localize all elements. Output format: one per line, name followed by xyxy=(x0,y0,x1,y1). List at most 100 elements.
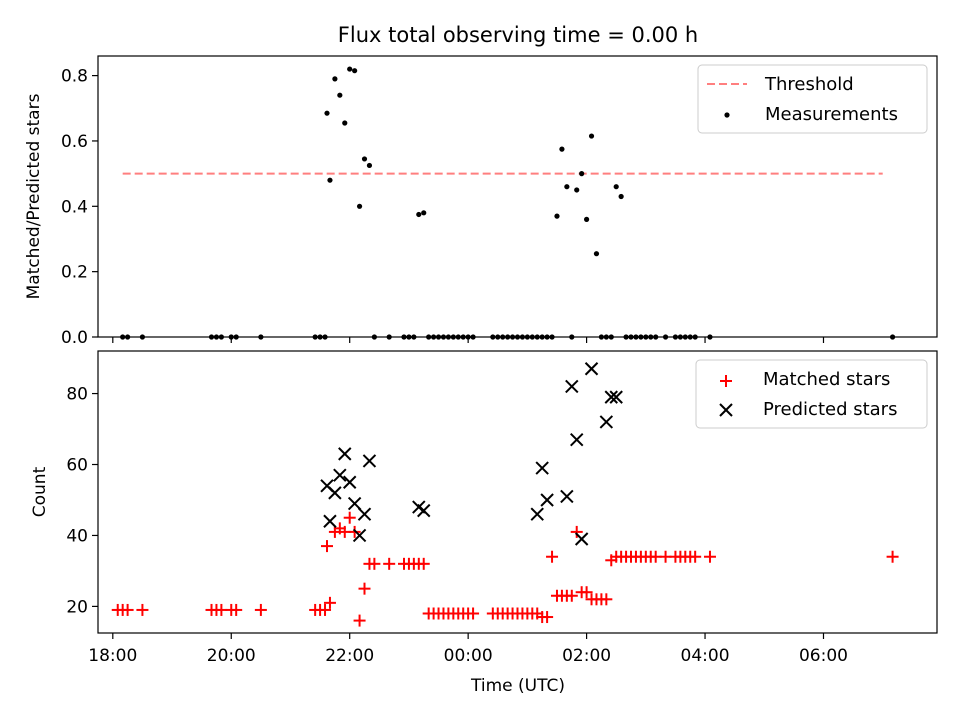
measurement-point xyxy=(588,133,595,139)
count-y-tick-label: 40 xyxy=(66,526,88,546)
count-y-tick-label: 20 xyxy=(66,597,88,617)
ratio-y-ticks: 0.0 0.2 0.4 0.6 0.8 xyxy=(61,67,98,348)
measurement-point xyxy=(579,171,585,177)
predicted-star-point xyxy=(338,447,352,461)
ratio-y-tick-label: 0.2 xyxy=(61,263,88,283)
count-panel: 20 40 60 80 18:00 20:00 22:00 00:00 02:00 04:00 0… xyxy=(30,350,938,696)
predicted-star-point xyxy=(599,415,614,429)
matched-star-point xyxy=(467,607,480,620)
measurement-point xyxy=(564,184,570,190)
matched-star-point xyxy=(230,603,243,616)
count-x-tick-label: 02:00 xyxy=(562,646,611,666)
predicted-star-point xyxy=(333,468,347,482)
measurement-point xyxy=(416,211,422,218)
count-x-tick-label: 04:00 xyxy=(681,646,730,666)
measurement-point xyxy=(583,216,590,222)
ratio-y-tick-label: 0.8 xyxy=(61,67,88,87)
predicted-star-point xyxy=(352,528,367,543)
matched-legend-label: Matched stars xyxy=(763,369,890,390)
count-axes-frame xyxy=(97,350,938,634)
measurement-point xyxy=(347,66,353,72)
matched-star-point xyxy=(319,603,332,616)
measurement-point xyxy=(613,184,619,190)
measurement-point xyxy=(421,210,427,216)
measurement-point xyxy=(574,187,580,193)
predicted-star-point xyxy=(417,503,431,518)
measurement-point xyxy=(327,177,333,183)
predicted-star-point xyxy=(570,432,584,447)
matched-star-point xyxy=(368,557,381,570)
chart-title: Flux total observing time = 0.00 h xyxy=(338,23,698,47)
matched-star-point xyxy=(353,614,366,627)
matched-legend-swatch xyxy=(720,375,732,387)
matched-star-point xyxy=(580,586,593,599)
predicted-star-point xyxy=(584,362,599,376)
matched-star-point xyxy=(570,525,583,538)
ratio-y-tick-label: 0.0 xyxy=(61,328,88,348)
ratio-panel: 0.0 0.2 0.4 0.6 0.8 Matched/Predicted stars xyxy=(24,55,938,348)
count-x-tick-label: 00:00 xyxy=(444,646,493,666)
measurement-point xyxy=(559,146,565,152)
predicted-star-point xyxy=(604,390,618,404)
ratio-y-tick-label: 0.4 xyxy=(61,197,88,217)
matched-stars-points xyxy=(111,511,899,627)
matched-star-point xyxy=(323,596,336,609)
matched-star-point xyxy=(343,511,356,524)
predicted-star-point xyxy=(565,379,579,394)
count-x-axis-label: Time (UTC) xyxy=(470,676,565,696)
measurements-legend-label: Measurements xyxy=(765,104,898,125)
measurement-point xyxy=(337,92,343,98)
measurement-point xyxy=(554,213,560,219)
matched-star-point xyxy=(320,540,333,553)
matched-star-point xyxy=(417,557,430,570)
measurement-point xyxy=(332,76,338,82)
matched-star-point xyxy=(886,550,899,563)
matched-star-point xyxy=(703,550,716,563)
predicted-star-point xyxy=(362,454,377,468)
measurement-point xyxy=(366,162,373,169)
measurement-point xyxy=(361,156,368,162)
predicted-star-point xyxy=(328,486,342,500)
ratio-legend: Threshold Measurements xyxy=(697,64,928,134)
matched-star-point xyxy=(546,550,559,563)
predicted-star-point xyxy=(609,390,623,404)
count-y-axis-label: Count xyxy=(30,466,50,517)
measurement-point xyxy=(356,203,363,209)
predicted-star-point xyxy=(342,475,357,489)
count-legend-box xyxy=(695,359,928,429)
count-x-tick-label: 20:00 xyxy=(207,646,256,666)
measurement-point xyxy=(352,68,358,74)
matched-star-point xyxy=(383,557,396,570)
threshold-legend-label: Threshold xyxy=(764,74,854,95)
ratio-y-axis-label: Matched/Predicted stars xyxy=(24,93,44,299)
matched-star-point xyxy=(254,603,267,616)
predicted-star-point xyxy=(347,496,362,511)
count-y-tick-label: 60 xyxy=(66,456,88,476)
matched-star-point xyxy=(121,603,134,616)
count-x-tick-label: 18:00 xyxy=(88,646,137,666)
matched-star-point xyxy=(358,582,371,595)
count-x-tick-label: 22:00 xyxy=(325,646,374,666)
predicted-star-point xyxy=(540,493,554,507)
measurement-point xyxy=(324,110,330,116)
matched-star-point xyxy=(541,611,554,624)
count-x-ticks: 18:00 20:00 22:00 00:00 02:00 04:00 06:00 xyxy=(88,633,848,666)
ratio-legend-box xyxy=(697,64,928,134)
matched-star-point xyxy=(689,550,702,563)
count-y-ticks: 20 40 60 80 xyxy=(66,385,98,617)
predicted-star-point xyxy=(323,514,337,528)
matched-star-point xyxy=(600,593,613,606)
predicted-legend-label: Predicted stars xyxy=(763,399,897,420)
measurement-point xyxy=(618,193,624,200)
measurements-legend-swatch xyxy=(724,112,730,118)
predicted-star-point xyxy=(357,507,372,521)
predicted-star-point xyxy=(574,532,589,546)
measurement-point xyxy=(593,251,600,257)
predicted-star-point xyxy=(530,507,544,521)
predicted-legend-swatch xyxy=(719,403,733,417)
measurement-point xyxy=(342,120,348,126)
predicted-stars-points xyxy=(320,362,623,546)
matched-star-point xyxy=(136,603,149,616)
predicted-star-point xyxy=(560,489,574,504)
